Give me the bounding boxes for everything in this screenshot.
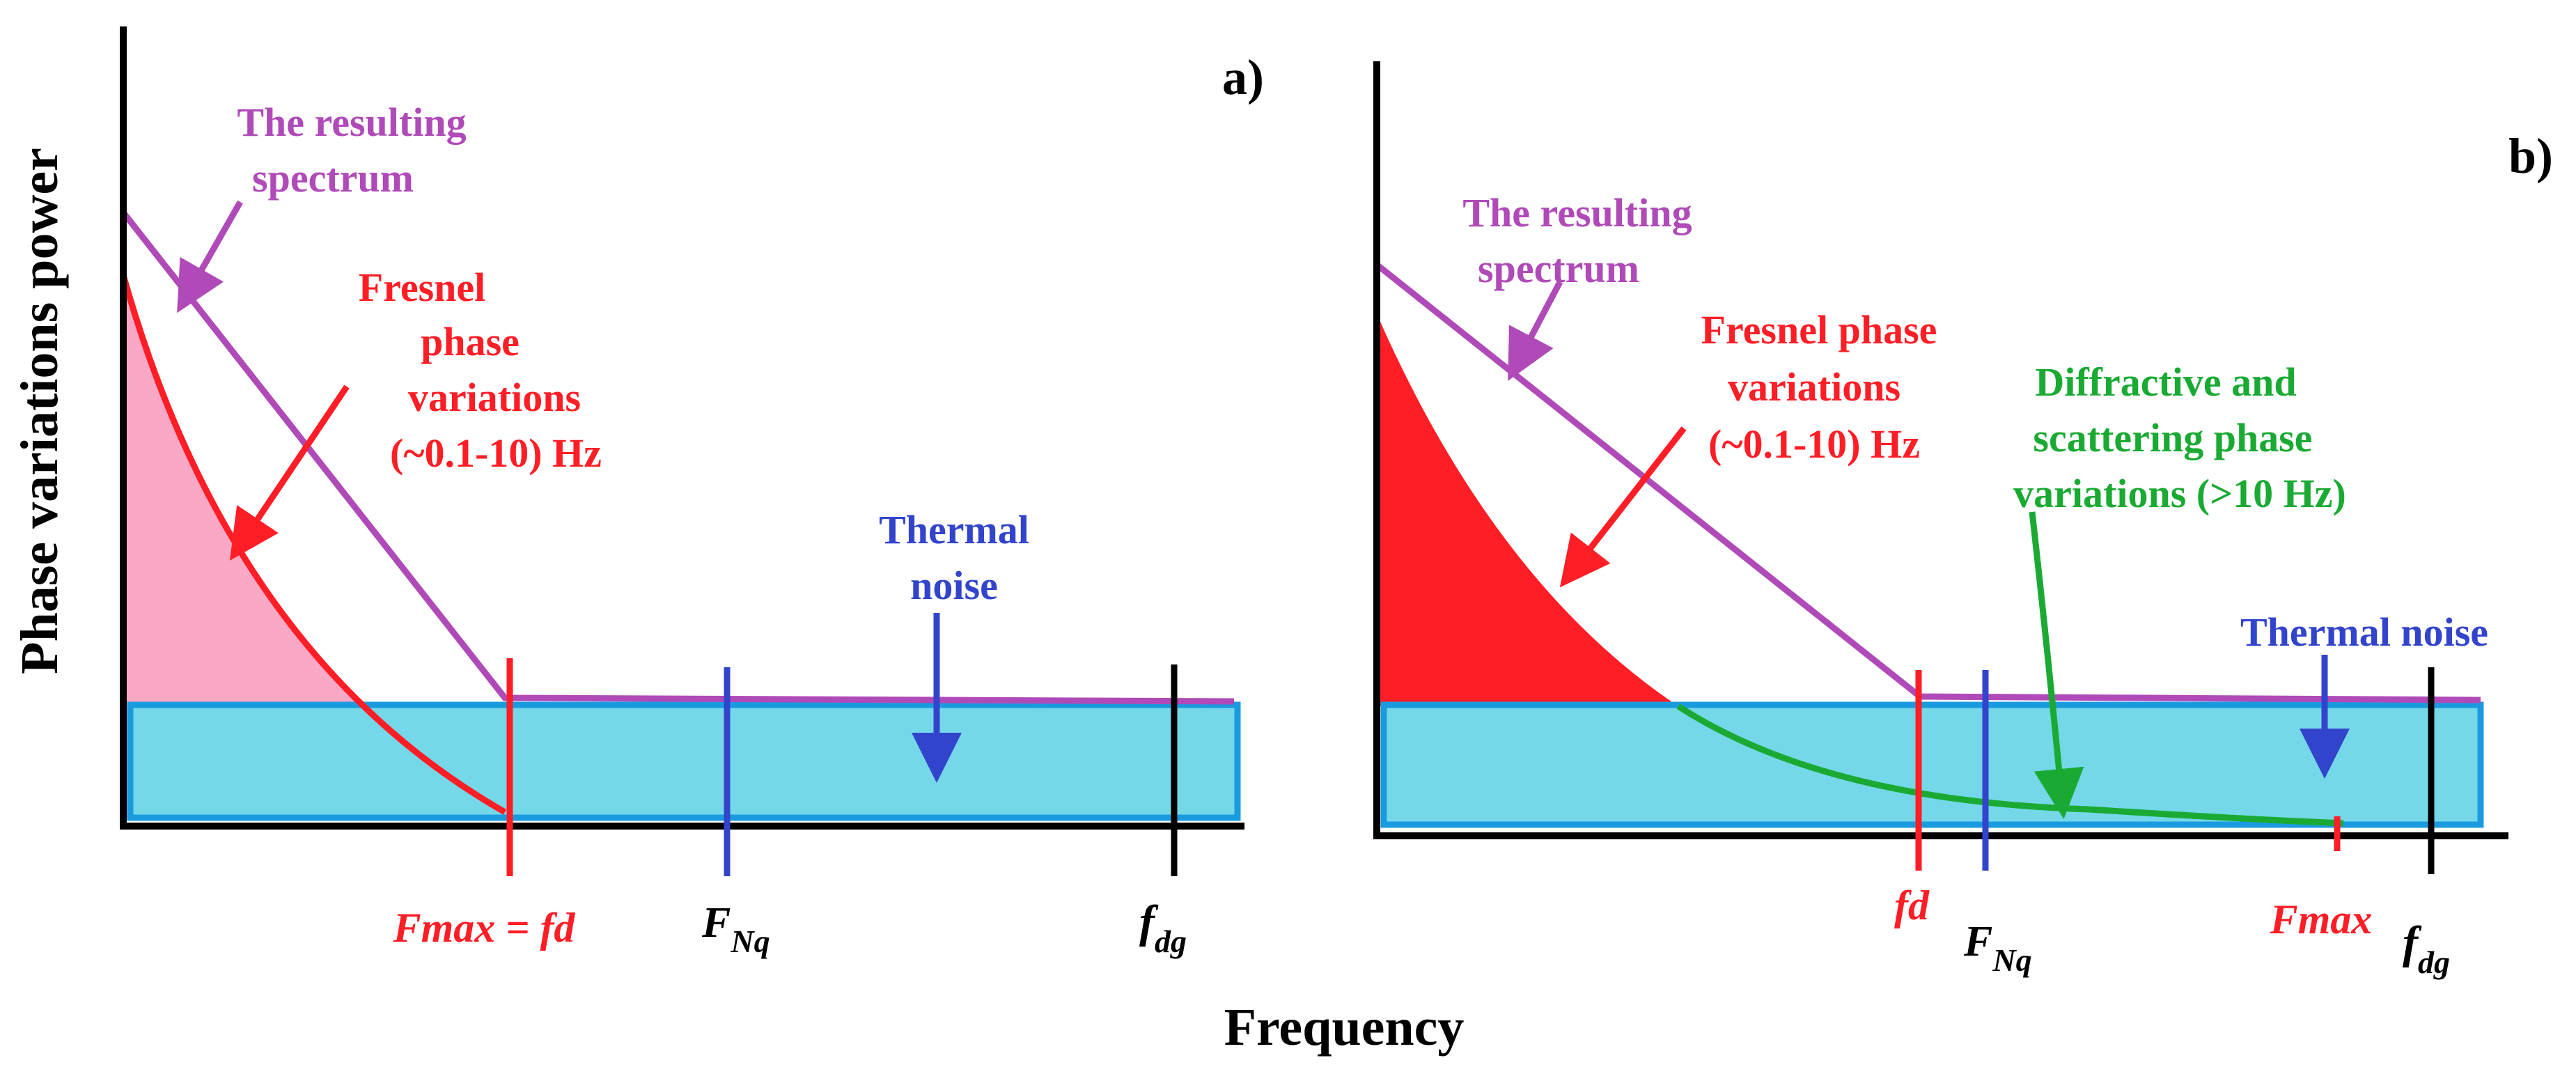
panel-b-fmax-label: Fmax (2270, 896, 2373, 942)
panel-b-fresnel-label-3: (~0.1-10) Hz (1708, 421, 1920, 467)
panel-a-thermal-noise-box (127, 701, 1241, 821)
panel-b-spectrum-label-2: spectrum (1478, 246, 1639, 291)
panel-b-fnq-label: FNq (1963, 918, 2032, 978)
panel-a-fresnel-label-3: variations (408, 375, 581, 420)
x-axis-label: Frequency (1224, 998, 1465, 1057)
panel-b-spectrum-arrow (1508, 280, 1563, 381)
panel-b-diffractive-label-2: scattering phase (2033, 415, 2312, 460)
panel-b: b) The resulting spectrum Fresnel phase … (1373, 61, 2553, 980)
panel-a-fresnel-label-2: phase (421, 319, 520, 364)
panel-b-thermal-label: Thermal noise (2240, 609, 2488, 655)
panel-b-fresnel-label-2: variations (1728, 364, 1900, 410)
panel-a-resulting-spectrum (120, 210, 1235, 705)
panel-a-spectrum-label-1: The resulting (237, 100, 466, 145)
panel-a: a) The resulting spectrum Fresnel phase … (120, 26, 1264, 959)
panel-a-fresnel-label-1: Fresnel (359, 265, 486, 310)
panel-a-fmax-fd-label: Fmax = fd (393, 905, 576, 951)
panel-a-fresnel-arrow (229, 384, 350, 561)
panel-b-fresnel-label-1: Fresnel phase (1701, 307, 1937, 352)
panel-a-fresnel-label-4: (~0.1-10) Hz (390, 430, 602, 476)
y-axis-label: Phase variations power (10, 148, 69, 674)
panel-b-diffractive-arrow (2029, 511, 2084, 819)
panel-b-diffractive-label-1: Diffractive and (2035, 359, 2296, 405)
panel-a-tag: a) (1222, 49, 1264, 105)
panel-a-thermal-label-2: noise (910, 563, 998, 608)
panel-b-fresnel-arrow (1559, 426, 1687, 588)
panel-b-fdg-label: fdg (2403, 917, 2450, 980)
panel-b-tag: b) (2508, 128, 2553, 184)
panel-a-fresnel-curve (120, 274, 507, 815)
panel-a-thermal-label-1: Thermal (879, 507, 1029, 552)
panel-a-fnq-label: FNq (701, 899, 770, 959)
panel-b-fresnel-area (1380, 322, 1678, 706)
panel-b-spectrum-label-1: The resulting (1462, 190, 1692, 235)
panel-b-diffractive-label-3: variations (>10 Hz) (2013, 471, 2346, 516)
panel-a-spectrum-label-2: spectrum (252, 155, 414, 201)
panel-b-thermal-noise-box (1380, 701, 2484, 828)
panel-b-fd-label: fd (1894, 882, 1930, 928)
panel-a-fdg-label: fdg (1139, 896, 1187, 959)
panel-a-fresnel-area (123, 275, 505, 819)
panel-a-spectrum-arrow (177, 200, 243, 313)
